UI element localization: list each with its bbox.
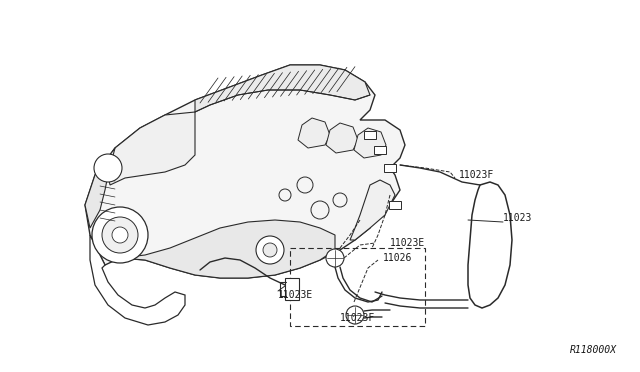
FancyBboxPatch shape [364,131,376,139]
Circle shape [102,217,138,253]
Circle shape [297,177,313,193]
Circle shape [256,236,284,264]
Circle shape [92,207,148,263]
Polygon shape [298,118,330,148]
Text: 11026: 11026 [383,253,412,263]
Circle shape [94,154,122,182]
Polygon shape [354,128,386,158]
Circle shape [346,306,364,324]
Circle shape [326,249,344,267]
FancyBboxPatch shape [374,146,386,154]
Circle shape [333,193,347,207]
FancyBboxPatch shape [285,278,299,300]
Text: R118000X: R118000X [570,345,617,355]
FancyBboxPatch shape [384,164,396,172]
Polygon shape [350,180,395,240]
Polygon shape [85,148,115,228]
Circle shape [112,227,128,243]
Text: 11023E: 11023E [278,290,313,300]
Text: 11023F: 11023F [459,170,494,180]
Text: 11023: 11023 [503,213,532,223]
Polygon shape [468,182,512,308]
Polygon shape [120,220,335,278]
Polygon shape [326,123,358,153]
Polygon shape [90,235,185,325]
Text: 11023E: 11023E [390,238,425,248]
Circle shape [263,243,277,257]
Polygon shape [85,65,405,278]
Circle shape [279,189,291,201]
Text: 11023F: 11023F [340,313,375,323]
Polygon shape [105,112,195,185]
Circle shape [311,201,329,219]
FancyBboxPatch shape [389,201,401,209]
Polygon shape [195,65,370,112]
